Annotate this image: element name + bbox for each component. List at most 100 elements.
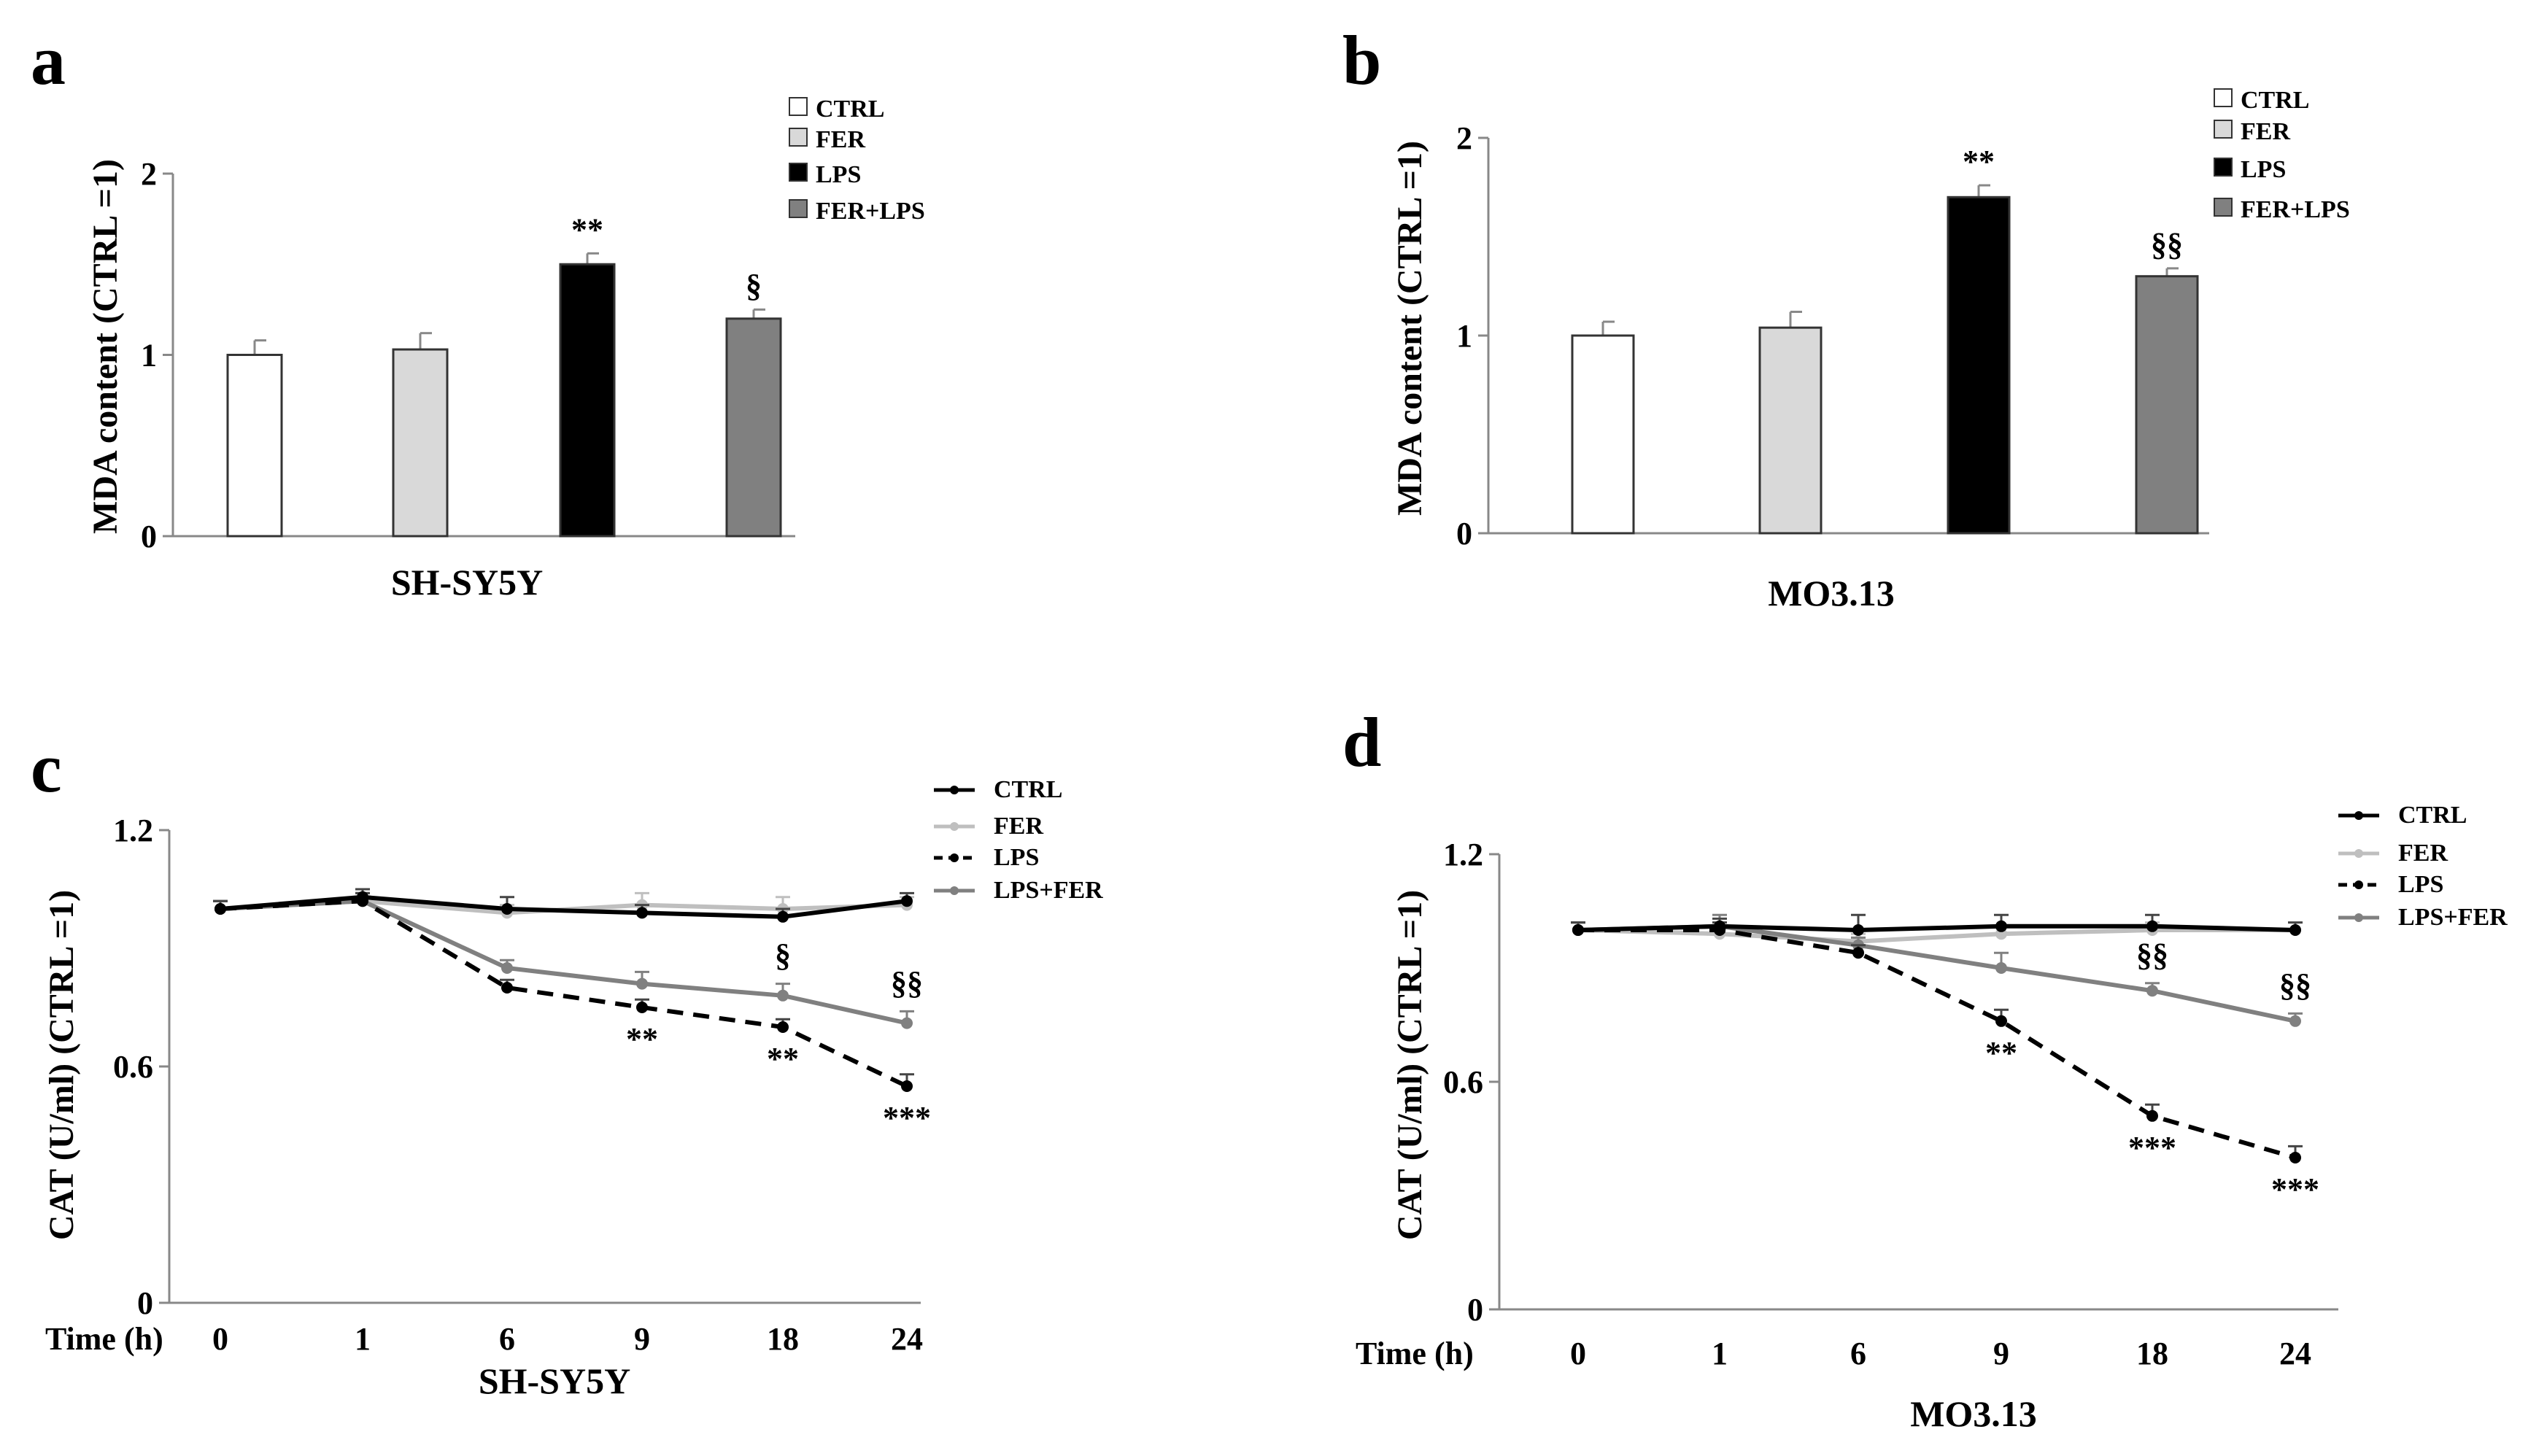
x-tick-label: 18	[2136, 1336, 2168, 1371]
x-tick-label: 0	[212, 1321, 228, 1357]
data-point	[777, 910, 789, 923]
bar-lps	[1947, 195, 2011, 535]
x-tick-label: 6	[499, 1321, 515, 1357]
significance-label: ***	[2128, 1130, 2176, 1166]
x-axis-label: MO3.13	[1768, 573, 1895, 613]
data-point	[901, 1017, 913, 1029]
legend-label: CTRL	[816, 96, 884, 123]
data-point	[501, 903, 513, 915]
significance-label: ***	[2271, 1172, 2319, 1207]
bar-fer-lps	[2135, 275, 2199, 535]
significance-label: §	[746, 268, 762, 303]
data-point	[1995, 1015, 2007, 1027]
y-tick-label: 0.6	[1443, 1064, 1483, 1100]
legend-marker	[2354, 880, 2363, 889]
series-line-lps-fer	[1577, 923, 2296, 1023]
legend-swatch	[789, 199, 808, 218]
legend-label: FER	[2398, 840, 2448, 867]
legend-label: LPS+FER	[2398, 904, 2508, 931]
legend-label: LPS	[816, 161, 861, 188]
y-tick-label: 1	[1456, 318, 1472, 354]
time-axis-label: Time (h)	[1356, 1336, 1474, 1371]
legend-marker	[950, 853, 959, 862]
significance-label: §§	[2136, 937, 2168, 973]
series-line-lps	[220, 899, 908, 1088]
data-point	[1852, 924, 1864, 936]
legend-label: FER	[816, 126, 865, 153]
x-tick-label: 24	[2279, 1336, 2311, 1371]
panel-c: CAT (U/ml) (CTRL =1) Time (h) SH-SY5Y 0 0…	[42, 776, 1103, 1401]
bar-fer-lps	[725, 317, 782, 538]
bar-ctrl	[1571, 334, 1635, 535]
y-tick-label: 1.2	[113, 813, 153, 848]
legend-swatch	[2214, 158, 2233, 177]
x-axis-label: SH-SY5Y	[479, 1360, 630, 1401]
legend-label: FER+LPS	[816, 198, 925, 225]
legend-marker	[2354, 849, 2363, 858]
x-tick-label: 24	[891, 1321, 923, 1357]
panel-d-letter: d	[1342, 703, 1381, 781]
legend-swatch	[2214, 198, 2233, 217]
significance-label: §§	[2279, 967, 2311, 1003]
series-line-fer	[1577, 928, 2295, 944]
x-tick-label: 0	[1570, 1336, 1586, 1371]
significance-label: §	[775, 938, 791, 974]
data-point	[901, 1080, 913, 1092]
data-point	[1995, 962, 2007, 974]
data-point	[1572, 924, 1584, 936]
legend-label: LPS	[2398, 871, 2443, 898]
legend-marker	[2354, 811, 2363, 820]
data-point	[214, 903, 226, 915]
legend-swatch	[789, 97, 808, 116]
y-tick-label: 2	[1456, 120, 1472, 156]
significance-label: **	[767, 1041, 799, 1077]
significance-label: **	[1985, 1035, 2017, 1071]
y-axis-label: MDA content (CTRL =1)	[86, 159, 125, 534]
y-tick-label: 0	[1456, 516, 1472, 551]
x-axis-label: MO3.13	[1910, 1393, 2037, 1434]
time-axis-label: Time (h)	[45, 1321, 163, 1357]
data-point	[2146, 1110, 2158, 1122]
data-point	[501, 962, 513, 974]
significance-label: **	[626, 1021, 658, 1057]
y-tick-label: 0	[1467, 1292, 1483, 1328]
legend-label: LPS	[994, 844, 1039, 871]
series-line-ctrl	[220, 894, 908, 919]
legend-marker	[950, 822, 959, 831]
significance-label: ***	[883, 1100, 931, 1136]
data-point	[357, 891, 368, 903]
x-tick-label: 18	[767, 1321, 799, 1357]
legend-swatch	[2214, 120, 2233, 139]
legend-label: FER	[2241, 118, 2290, 145]
y-tick-label: 1	[141, 338, 157, 373]
data-point	[2146, 920, 2158, 932]
series-line-lps	[1578, 928, 2296, 1160]
legend-label: LPS+FER	[994, 877, 1103, 904]
data-point	[2289, 1015, 2301, 1027]
y-tick-label: 0.6	[113, 1049, 153, 1085]
legend-label: LPS	[2241, 156, 2286, 183]
significance-label: §§	[2151, 227, 2183, 263]
legend-marker	[950, 886, 959, 895]
y-tick-label: 2	[141, 156, 157, 192]
bar-ctrl	[226, 354, 283, 538]
significance-label: §§	[891, 965, 923, 1001]
data-point	[901, 895, 913, 907]
legend-label: FER+LPS	[2241, 196, 2350, 223]
x-tick-label: 9	[1993, 1336, 2009, 1371]
y-tick-label: 0	[137, 1285, 153, 1321]
legend-marker	[2354, 913, 2363, 922]
legend-label: CTRL	[2398, 802, 2467, 829]
legend-swatch	[789, 128, 808, 147]
bar-fer	[392, 348, 449, 538]
data-point	[1852, 947, 1864, 959]
significance-label: **	[571, 212, 603, 247]
data-point	[777, 1021, 789, 1033]
series-line-ctrl	[1577, 923, 2296, 933]
x-tick-label: 1	[355, 1321, 371, 1357]
legend-marker	[950, 786, 959, 794]
bar-lps	[559, 263, 616, 538]
data-point	[2289, 924, 2301, 936]
bar-fer	[1758, 326, 1823, 535]
